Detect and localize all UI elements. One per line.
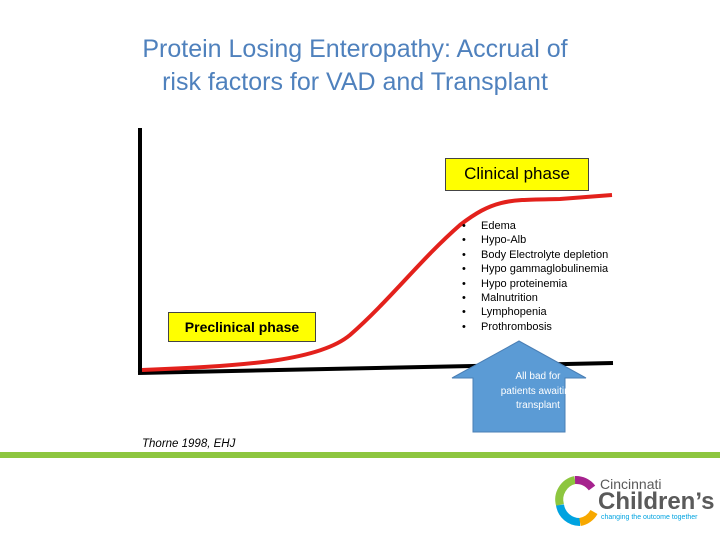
finding: Body Electrolyte depletion <box>462 248 608 262</box>
finding: Malnutrition <box>462 291 608 305</box>
clinical-label: Clinical phase <box>445 158 589 191</box>
disease-curve <box>141 193 613 372</box>
preclinical-label: Preclinical phase <box>168 312 316 342</box>
finding: Hypo gammaglobulinemia <box>462 262 608 276</box>
findings-list: EdemaHypo-AlbBody Electrolyte depletionH… <box>462 219 608 334</box>
slide-title: Protein Losing Enteropathy: Accrual of <box>142 35 568 63</box>
finding: Prothrombosis <box>462 320 608 334</box>
logo-name-main: Children’s <box>598 488 715 515</box>
arrow-text: All bad for patients awaiting transplant <box>500 371 576 412</box>
logo-icon <box>555 476 598 527</box>
citation: Thorne 1998, EHJ <box>142 438 236 450</box>
logo-name-top: Cincinnati <box>600 476 662 492</box>
slide-title: risk factors for VAD and Transplant <box>162 68 548 96</box>
finding: Lymphopenia <box>462 305 608 319</box>
up-arrow <box>451 340 587 433</box>
footer-bar <box>0 452 720 458</box>
logo-tagline: changing the outcome together <box>601 514 698 521</box>
finding: Hypo proteinemia <box>462 277 608 291</box>
finding: Edema <box>462 219 608 233</box>
finding: Hypo-Alb <box>462 233 608 247</box>
